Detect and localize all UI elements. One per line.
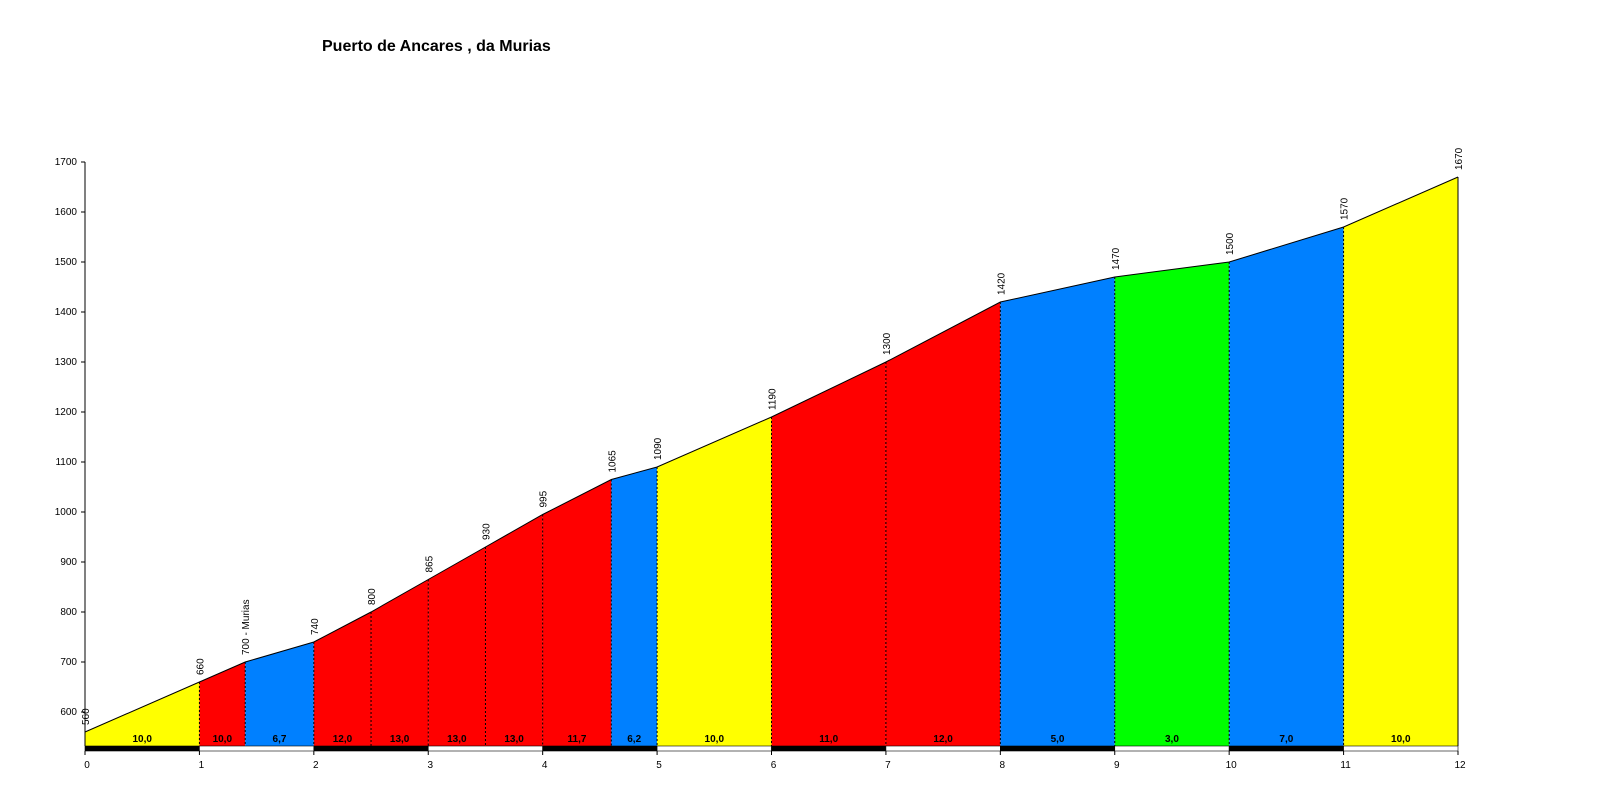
elevation-label: 560: [81, 708, 92, 725]
x-tick-label: 1: [199, 760, 205, 771]
segments-layer: [85, 177, 1458, 746]
segment-area: [371, 579, 429, 746]
point-labels-layer: 560 660 700 - Murias 740 800 865 930 995 1065 109…: [81, 147, 1465, 725]
elevation-label: 930: [481, 523, 492, 540]
y-tick-label: 700: [60, 657, 77, 668]
y-tick-label: 600: [60, 707, 77, 718]
km-bar-block: [771, 745, 887, 752]
elevation-label: 1420: [996, 272, 1007, 295]
segment-area: [485, 514, 543, 746]
segment-area: [1343, 177, 1458, 746]
x-tick-label: 4: [542, 760, 548, 771]
elevation-label: 660: [195, 658, 206, 675]
gradient-label: 10,0: [132, 734, 152, 745]
x-tick-label: 10: [1226, 760, 1238, 771]
km-bar-block: [1000, 745, 1116, 752]
x-tick-label: 7: [885, 760, 891, 771]
x-tick-label: 8: [1000, 760, 1006, 771]
km-bar-block: [1343, 745, 1459, 752]
y-tick-label: 1700: [55, 157, 78, 168]
elevation-label: 1300: [882, 332, 893, 355]
elevation-label: 1570: [1340, 197, 1351, 220]
x-tick-label: 12: [1454, 760, 1466, 771]
segment-area: [245, 642, 314, 746]
segment-area: [657, 417, 772, 746]
y-tick-label: 1100: [55, 457, 77, 468]
km-bar-block: [199, 745, 315, 752]
gradient-label: 13,0: [390, 734, 410, 745]
y-tick-label: 1300: [55, 357, 78, 368]
gradient-label: 12,0: [333, 734, 353, 745]
y-tick-label: 1600: [55, 207, 78, 218]
chart-title: Puerto de Ancares , da Murias: [322, 38, 551, 55]
km-bar-block: [542, 745, 658, 752]
gradient-label: 13,0: [447, 734, 467, 745]
gradient-label: 6,2: [627, 734, 641, 745]
x-tick-label: 0: [84, 760, 90, 771]
km-bar-block: [1228, 745, 1344, 752]
segment-area: [199, 662, 246, 746]
axis-layer: 6007008009001000110012001300140015001600…: [55, 157, 1466, 771]
segment-area: [611, 467, 658, 746]
segment-area: [885, 302, 1001, 746]
km-bar-block: [84, 745, 200, 752]
gradient-label: 11,0: [819, 734, 838, 745]
elevation-label: 700 - Murias: [241, 599, 252, 655]
km-bar-block: [313, 745, 429, 752]
elevation-label: 1190: [768, 388, 779, 410]
y-tick-label: 1000: [55, 507, 78, 518]
dividers-layer: [198, 177, 1459, 746]
km-bar-block: [427, 745, 543, 752]
elevation-label: 800: [367, 588, 378, 605]
segment-area: [542, 479, 612, 746]
x-tick-label: 11: [1340, 760, 1351, 771]
elevation-label: 865: [424, 555, 435, 572]
y-tick-label: 900: [60, 557, 77, 568]
x-tick-label: 5: [656, 760, 662, 771]
x-tick-label: 3: [427, 760, 433, 771]
gradient-label: 10,0: [213, 734, 233, 745]
segment-area: [1229, 227, 1344, 746]
gradient-label: 7,0: [1279, 734, 1293, 745]
km-bar-block: [1114, 745, 1230, 752]
y-tick-label: 1200: [55, 407, 78, 418]
elevation-label: 995: [539, 490, 550, 507]
elevation-label: 1670: [1454, 147, 1465, 170]
gradient-label: 3,0: [1165, 734, 1179, 745]
elevation-label: 1500: [1225, 232, 1236, 255]
y-tick-label: 1400: [55, 307, 78, 318]
elevation-label: 740: [310, 618, 321, 635]
x-tick-label: 9: [1114, 760, 1120, 771]
elevation-label: 1090: [653, 437, 664, 460]
gradient-label: 13,0: [504, 734, 524, 745]
elevation-label: 1470: [1111, 247, 1122, 270]
gradient-label: 11,7: [568, 734, 587, 745]
gradient-label: 10,0: [1391, 734, 1411, 745]
x-tick-label: 2: [313, 760, 319, 771]
gradient-label: 12,0: [933, 734, 953, 745]
segment-area: [428, 547, 486, 746]
segment-area: [771, 362, 886, 746]
segment-area: [313, 612, 372, 746]
elevation-label: 1065: [607, 450, 618, 473]
segment-area: [1114, 262, 1230, 746]
gradient-labels-layer: 10,0 10,0 6,7 12,0 13,0 13,0 13,0 11,7 6,2 10,0 11…: [132, 734, 1410, 745]
gradient-label: 10,0: [705, 734, 725, 745]
km-bar-block: [656, 745, 772, 752]
y-tick-label: 800: [60, 607, 77, 618]
km-bar-layer: [84, 745, 1459, 752]
segment-area: [85, 682, 200, 746]
y-tick-label: 1500: [55, 257, 78, 268]
x-tick-label: 6: [771, 760, 777, 771]
segment-area: [1000, 277, 1115, 746]
gradient-label: 5,0: [1051, 734, 1065, 745]
gradient-label: 6,7: [273, 734, 287, 745]
km-bar-block: [885, 745, 1001, 752]
